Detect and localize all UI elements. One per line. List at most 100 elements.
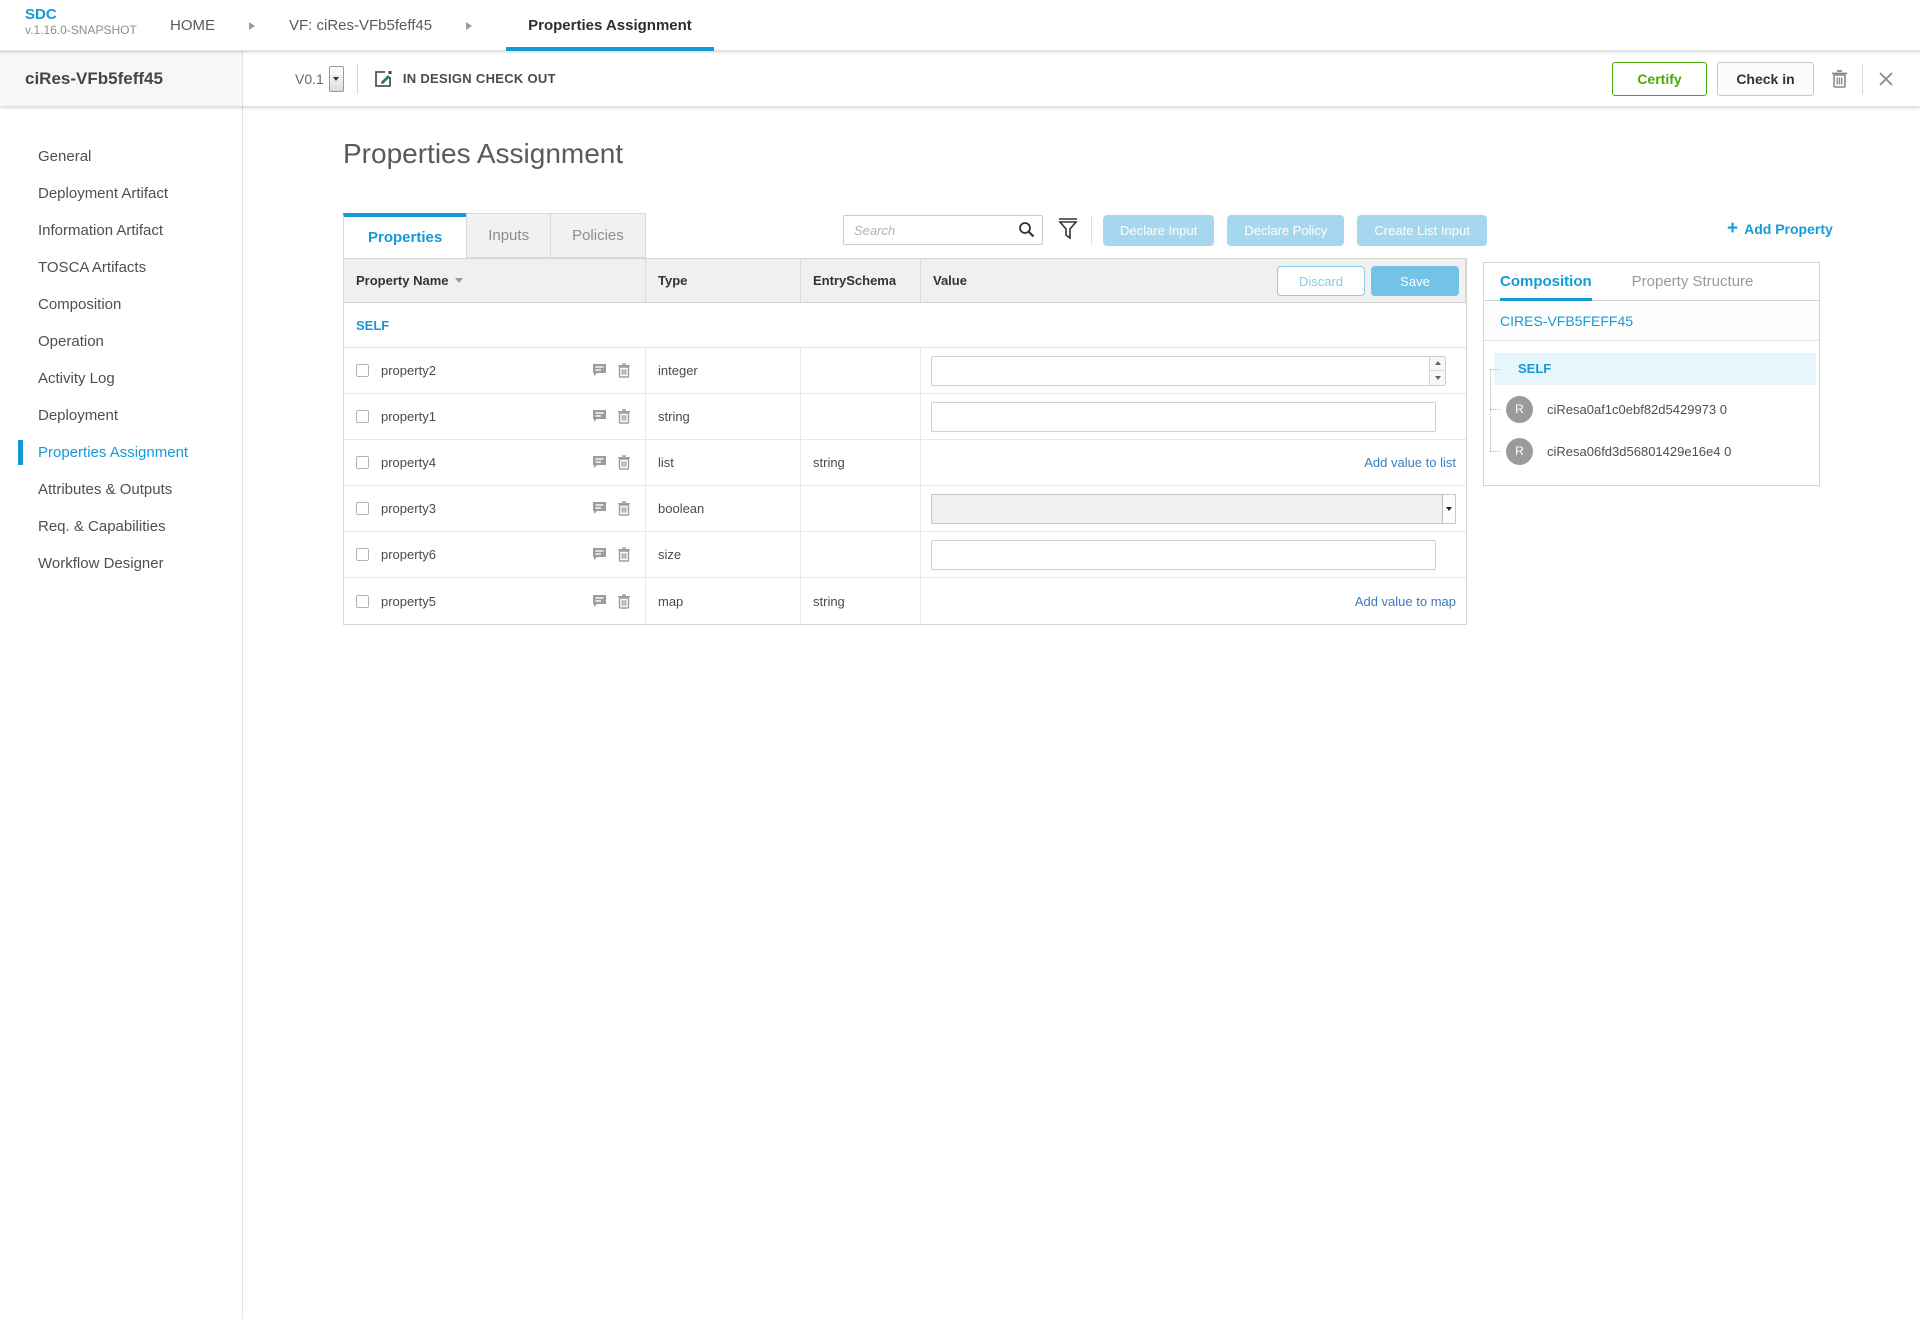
sidebar-item[interactable]: TOSCA Artifacts: [38, 259, 147, 276]
close-icon[interactable]: [1878, 71, 1894, 87]
value-number-input[interactable]: [931, 355, 1446, 386]
tree-node-self[interactable]: SELF: [1494, 353, 1816, 385]
sidebar-item[interactable]: Information Artifact: [38, 222, 164, 239]
sidebar-item[interactable]: Deployment Artifact: [38, 185, 169, 202]
version-dropdown-icon[interactable]: [328, 65, 344, 92]
delete-row-icon[interactable]: [617, 547, 631, 562]
main-tab[interactable]: Properties: [343, 213, 468, 258]
group-row-self[interactable]: SELF: [344, 303, 1466, 348]
annotation-icon[interactable]: [592, 594, 607, 609]
delete-row-icon[interactable]: [617, 501, 631, 516]
check-in-button[interactable]: Check in: [1717, 61, 1814, 96]
table-header-buttons: Discard Save: [1277, 266, 1459, 296]
declare-action-button[interactable]: Declare Policy: [1227, 215, 1345, 246]
resource-avatar: R: [1506, 395, 1533, 423]
tree-node-resource[interactable]: R ciResa0af1c0ebf82d5429973 0: [1484, 391, 1819, 427]
delete-row-icon[interactable]: [617, 593, 631, 609]
breadcrumb-item[interactable]: HOME: [170, 17, 215, 34]
row-checkbox[interactable]: [356, 502, 369, 515]
sidebar-item[interactable]: Deployment: [38, 407, 119, 424]
annotation-icon[interactable]: [592, 547, 607, 562]
annotation-icon[interactable]: [592, 409, 607, 424]
declare-action-button[interactable]: Declare Input: [1103, 215, 1215, 246]
annotation-icon[interactable]: [592, 363, 607, 378]
sidebar-item[interactable]: Req. & Capabilities: [38, 518, 166, 535]
declare-action-button[interactable]: Create List Input: [1357, 215, 1487, 246]
add-value-link[interactable]: Add value to map: [1354, 593, 1456, 609]
divider: [1862, 63, 1863, 94]
breadcrumb: HOME VF: ciRes-VFb5feff45 Properties Assig…: [170, 0, 714, 51]
properties-table: Property Name Type EntrySchema Value Dis…: [343, 258, 1467, 625]
property-row: property6: [344, 532, 1466, 578]
delete-row-icon[interactable]: [617, 409, 631, 424]
column-header-type[interactable]: Type: [646, 259, 801, 302]
sidebar-item[interactable]: General: [38, 148, 92, 165]
delete-row-icon[interactable]: [617, 455, 631, 470]
delete-row-icon[interactable]: [617, 363, 631, 378]
tree-connector: [1490, 369, 1491, 451]
property-value-cell: Add value to map: [921, 578, 1466, 624]
tree-connector: [1490, 409, 1500, 410]
version-selector[interactable]: V0.1: [295, 65, 344, 92]
sidebar-item[interactable]: Workflow Designer: [38, 555, 164, 572]
row-checkbox[interactable]: [356, 364, 369, 377]
value-text-input[interactable]: [931, 401, 1436, 432]
main-content: Properties Assignment Properties Inputs Po…: [243, 106, 1920, 1319]
row-checkbox[interactable]: [356, 456, 369, 469]
add-property-button[interactable]: + Add Property: [1727, 218, 1833, 239]
panel-tab[interactable]: Property Structure: [1631, 273, 1754, 290]
divider: [356, 63, 358, 94]
spinner-up-icon[interactable]: [1430, 356, 1445, 371]
certify-button[interactable]: Certify: [1612, 61, 1707, 96]
plus-icon: +: [1727, 218, 1739, 239]
tree-connector: [1490, 451, 1500, 452]
delete-icon[interactable]: [1830, 69, 1849, 89]
sidebar: General Deployment Artifact Information Ar…: [0, 106, 243, 1319]
filter-icon[interactable]: [1057, 217, 1079, 246]
search-icon[interactable]: [1018, 221, 1035, 243]
discard-button[interactable]: Discard: [1277, 266, 1365, 296]
property-entry-schema: string: [801, 440, 921, 485]
composition-tree: SELF R ciResa0af1c0ebf82d5429973 0 R ciR…: [1484, 341, 1819, 469]
column-header-property-name[interactable]: Property Name: [344, 259, 646, 302]
property-value-cell: [921, 394, 1466, 439]
property-row: property5: [344, 578, 1466, 624]
sidebar-item[interactable]: Composition: [38, 296, 122, 313]
sidebar-item[interactable]: Activity Log: [38, 370, 115, 387]
annotation-icon[interactable]: [592, 501, 607, 516]
add-value-link[interactable]: Add value to list: [1364, 455, 1456, 470]
save-button[interactable]: Save: [1371, 266, 1459, 296]
column-header-entryschema[interactable]: EntrySchema: [801, 259, 921, 302]
sdc-logo[interactable]: SDC v.1.16.0-SNAPSHOT: [25, 6, 137, 38]
value-text-input[interactable]: [931, 539, 1436, 570]
property-row: property4: [344, 440, 1466, 486]
select-arrow-icon: [1442, 494, 1455, 523]
main-tab[interactable]: Policies: [550, 213, 646, 258]
tree-node-resource[interactable]: R ciResa06fd3d56801429e16e4 0: [1484, 433, 1819, 469]
top-navigation-bar: SDC v.1.16.0-SNAPSHOT HOME VF: ciRes-VFb5…: [0, 0, 1920, 51]
sidebar-item[interactable]: Properties Assignment: [0, 434, 242, 471]
sidebar-item[interactable]: Operation: [38, 333, 104, 350]
search-input[interactable]: [843, 215, 1043, 245]
row-checkbox[interactable]: [356, 548, 369, 561]
property-type: map: [646, 578, 801, 624]
breadcrumb-item[interactable]: Properties Assignment: [506, 0, 714, 51]
main-tab[interactable]: Inputs: [466, 213, 552, 258]
declare-actions: Declare Input Declare Policy Create List I…: [1103, 215, 1500, 246]
property-type: boolean: [646, 486, 801, 531]
main-tabs: Properties Inputs Policies: [343, 213, 646, 258]
row-checkbox[interactable]: [356, 594, 369, 608]
property-name: property4: [381, 455, 436, 470]
annotation-icon[interactable]: [592, 455, 607, 470]
property-type: list: [646, 440, 801, 485]
header-actions: Certify Check in: [1612, 61, 1920, 96]
breadcrumb-item[interactable]: VF: ciRes-VFb5feff45: [289, 17, 433, 34]
number-spinner[interactable]: [1429, 356, 1445, 385]
tree-connector: [1490, 369, 1500, 370]
value-select[interactable]: [931, 493, 1456, 524]
sidebar-item[interactable]: Attributes & Outputs: [38, 481, 173, 498]
panel-tab[interactable]: Composition: [1500, 263, 1592, 301]
row-checkbox[interactable]: [356, 410, 369, 423]
spinner-down-icon[interactable]: [1430, 371, 1445, 385]
column-header-value[interactable]: Value: [921, 259, 1466, 302]
